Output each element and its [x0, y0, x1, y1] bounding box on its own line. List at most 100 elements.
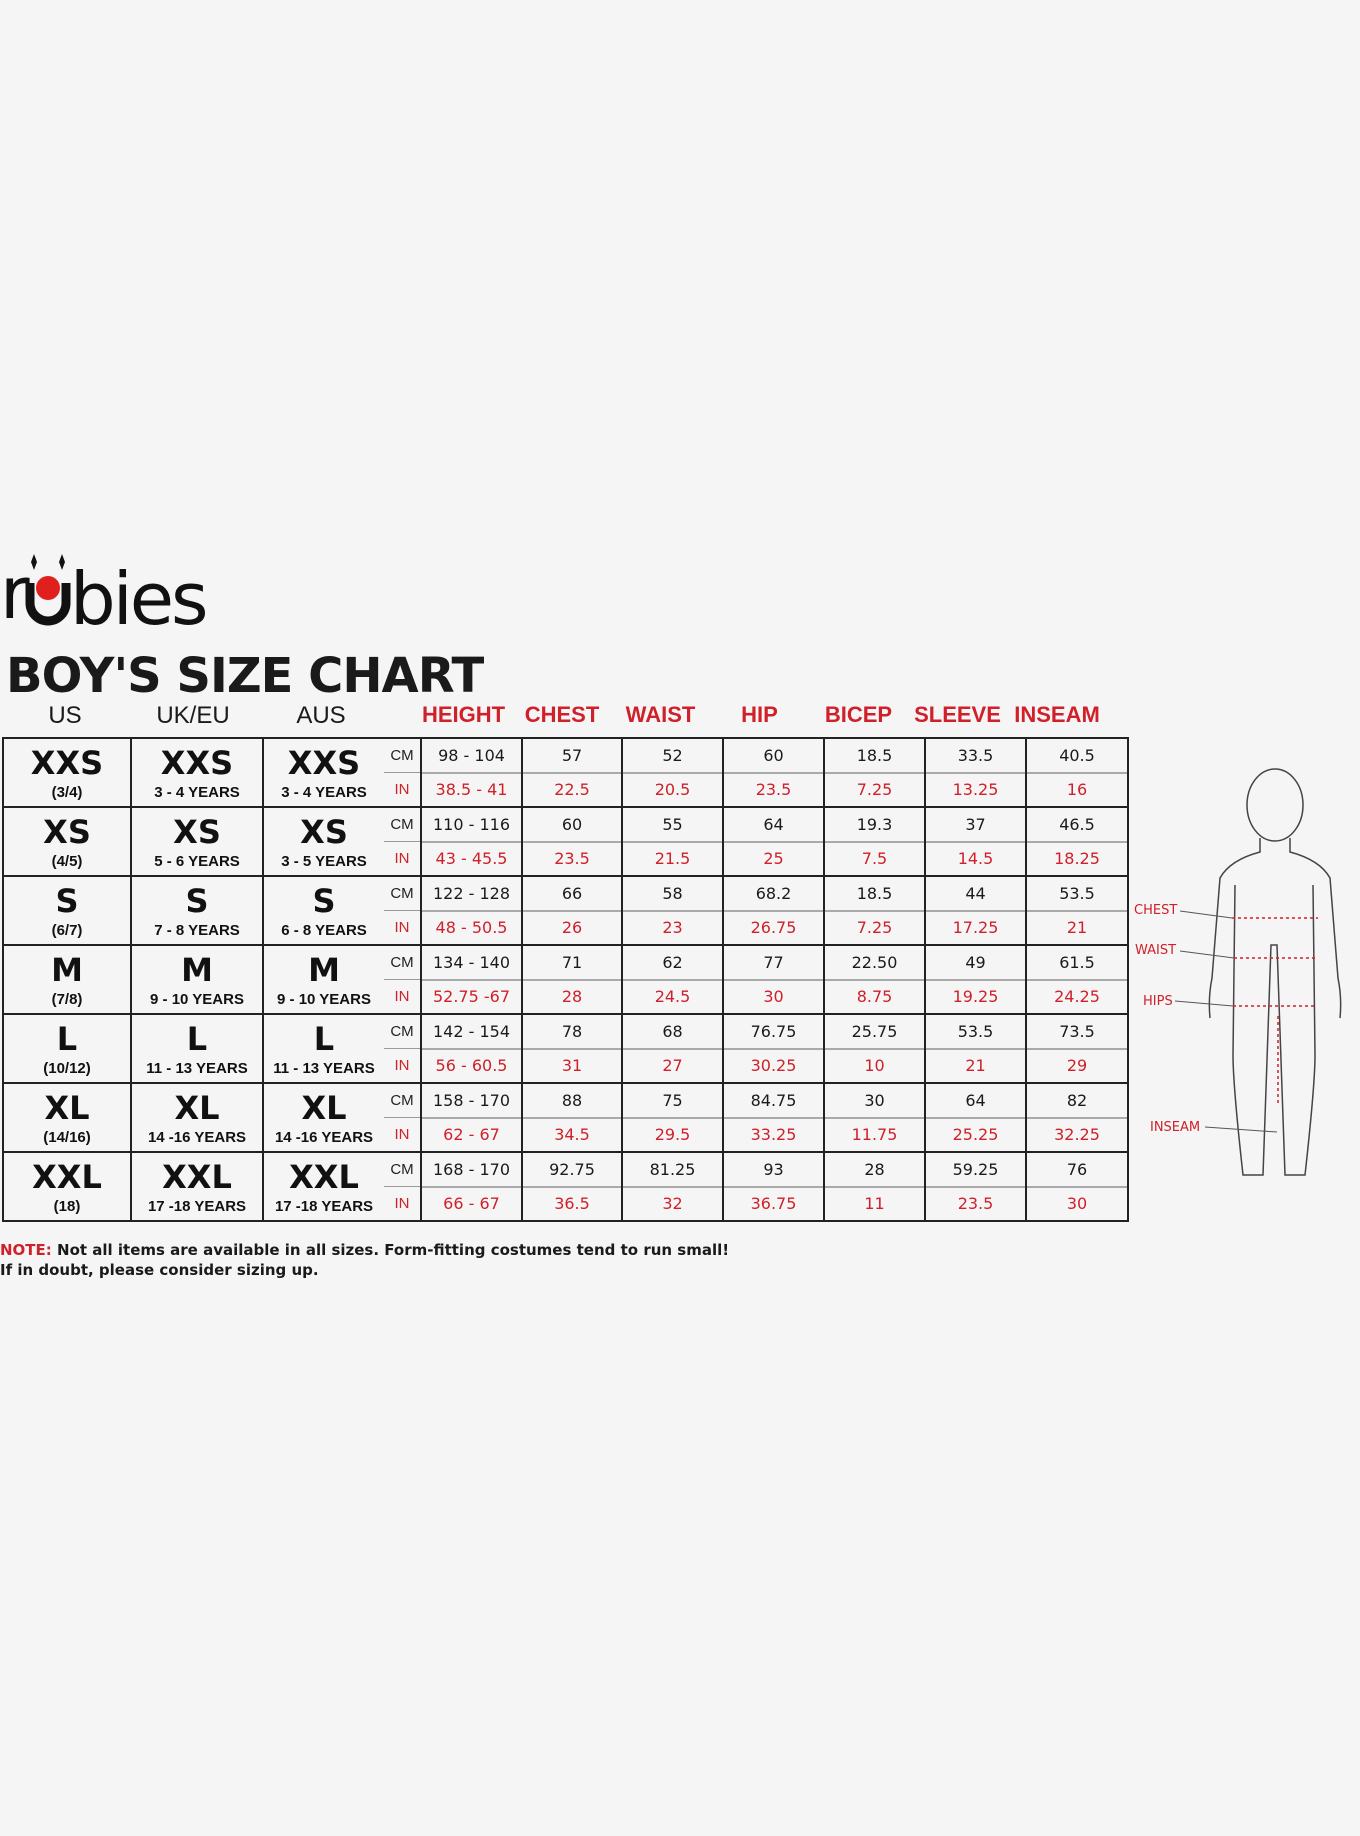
value-cm: 81.25: [624, 1154, 721, 1188]
measure-cell: 98 - 104 38.5 - 41: [420, 737, 523, 808]
waist-label: WAIST: [1135, 943, 1177, 958]
us-size: XXL: [32, 1158, 102, 1196]
measure-cell: 88 34.5: [521, 1082, 623, 1153]
value-cm: 122 - 128: [423, 878, 520, 912]
value-in: 7.25: [856, 918, 893, 938]
value-cm: 93: [725, 1154, 822, 1188]
measure-cell: 60 23.5: [722, 737, 825, 808]
value-in: 22.5: [554, 780, 590, 800]
value-cm: 134 - 140: [423, 947, 520, 981]
uk-age: 5 - 6 YEARS: [154, 853, 240, 870]
value-cm: 18.5: [826, 740, 923, 774]
us-size-cell: L (10/12): [2, 1013, 132, 1084]
uk-size: M: [181, 951, 213, 989]
us-size: XXS: [30, 744, 104, 782]
value-in: 21.5: [654, 849, 691, 869]
value-cm: 59.25: [927, 1154, 1024, 1188]
uk-size-cell: XXL 17 -18 YEARS: [130, 1151, 264, 1222]
measure-cell: 57 22.5: [521, 737, 623, 808]
header-ukeu: UK/EU: [156, 702, 230, 729]
value-in: 7.5: [861, 849, 888, 869]
value-cm: 64: [725, 809, 822, 843]
measure-cell: 77 30: [722, 944, 825, 1015]
value-cm: 76.75: [725, 1016, 822, 1050]
us-size: XL: [44, 1089, 90, 1127]
measure-cell: 60 23.5: [521, 806, 623, 877]
measure-cell: 73.5 29: [1025, 1013, 1129, 1084]
header-chest: CHEST: [524, 702, 600, 727]
measure-cell: 81.25 32: [621, 1151, 724, 1222]
header-bicep: BICEP: [824, 702, 893, 727]
aus-age: 17 -18 YEARS: [274, 1198, 374, 1215]
value-in: 36.75: [750, 1194, 797, 1214]
value-in: 17.25: [952, 918, 999, 938]
value-in: 23.5: [755, 780, 792, 800]
value-cm: 28: [826, 1154, 923, 1188]
value-cm: 64: [927, 1085, 1024, 1119]
aus-size-cell: XS 3 - 5 YEARS CM IN: [262, 806, 422, 877]
value-cm: 98 - 104: [423, 740, 520, 774]
measure-cell: 168 - 170 66 - 67: [420, 1151, 523, 1222]
value-cm: 88: [524, 1085, 620, 1119]
value-in: 21: [1066, 918, 1088, 938]
svg-text:bies: bies: [70, 557, 206, 628]
header-hip: HIP: [741, 702, 778, 727]
measure-cell: 55 21.5: [621, 806, 724, 877]
measure-cell: 76.75 30.25: [722, 1013, 825, 1084]
value-cm: 52: [624, 740, 721, 774]
measure-cell: 82 32.25: [1025, 1082, 1129, 1153]
header-waist: WAIST: [625, 702, 696, 727]
table-row: M (7/8) M 9 - 10 YEARS M 9 - 10 YEARS CM IN 134 …: [2, 944, 1129, 1015]
table-row: XXS (3/4) XXS 3 - 4 YEARS XXS 3 - 4 YEARS CM IN…: [2, 737, 1129, 808]
measure-cell: 53.5 21: [924, 1013, 1027, 1084]
aus-size: XXL: [289, 1158, 359, 1196]
aus-size: XXS: [287, 744, 361, 782]
value-cm: 18.5: [826, 878, 923, 912]
unit-cm: CM: [384, 1154, 419, 1187]
value-cm: 46.5: [1028, 809, 1126, 843]
value-in: 32: [662, 1194, 683, 1214]
aus-size: M: [308, 951, 340, 989]
value-in: 10: [864, 1056, 885, 1076]
unit-in: IN: [394, 781, 410, 798]
value-in: 62 - 67: [443, 1125, 500, 1145]
measure-cell: 37 14.5: [924, 806, 1027, 877]
uk-size-cell: XXS 3 - 4 YEARS: [130, 737, 264, 808]
value-in: 30: [763, 987, 784, 1007]
value-cm: 57: [524, 740, 620, 774]
note-line2: If in doubt, please consider sizing up.: [0, 1261, 319, 1279]
table-row: XS (4/5) XS 5 - 6 YEARS XS 3 - 5 YEARS CM IN 110…: [2, 806, 1129, 877]
measure-cell: 68.2 26.75: [722, 875, 825, 946]
body-measurement-figure: [1174, 768, 1342, 1176]
measure-cell: 25.75 10: [823, 1013, 926, 1084]
value-in: 23.5: [957, 1194, 994, 1214]
uk-age: 11 - 13 YEARS: [146, 1060, 248, 1077]
value-cm: 40.5: [1028, 740, 1126, 774]
value-in: 24.5: [654, 987, 691, 1007]
value-cm: 30: [826, 1085, 923, 1119]
value-in: 14.5: [957, 849, 994, 869]
measure-cell: 158 - 170 62 - 67: [420, 1082, 523, 1153]
value-cm: 53.5: [1028, 878, 1126, 912]
measure-cell: 19.3 7.5: [823, 806, 926, 877]
value-in: 25: [763, 849, 784, 869]
uk-size-cell: L 11 - 13 YEARS: [130, 1013, 264, 1084]
measure-cell: 68 27: [621, 1013, 724, 1084]
measure-cell: 28 11: [823, 1151, 926, 1222]
us-size-cell: XXS (3/4): [2, 737, 132, 808]
value-cm: 25.75: [826, 1016, 923, 1050]
aus-size-cell: XXL 17 -18 YEARS CM IN: [262, 1151, 422, 1222]
measure-cell: 93 36.75: [722, 1151, 825, 1222]
uk-age: 9 - 10 YEARS: [150, 991, 244, 1008]
uk-size-cell: M 9 - 10 YEARS: [130, 944, 264, 1015]
measure-cell: 64 25.25: [924, 1082, 1027, 1153]
unit-cm: CM: [384, 878, 419, 911]
aus-age: 11 - 13 YEARS: [273, 1060, 375, 1077]
value-in: 52.75 -67: [432, 987, 511, 1007]
value-in: 24.25: [1054, 987, 1100, 1007]
aus-size: L: [313, 1020, 335, 1058]
value-cm: 92.75: [524, 1154, 620, 1188]
value-in: 16: [1066, 780, 1088, 800]
measure-cell: 92.75 36.5: [521, 1151, 623, 1222]
unit-in: IN: [394, 1126, 410, 1143]
